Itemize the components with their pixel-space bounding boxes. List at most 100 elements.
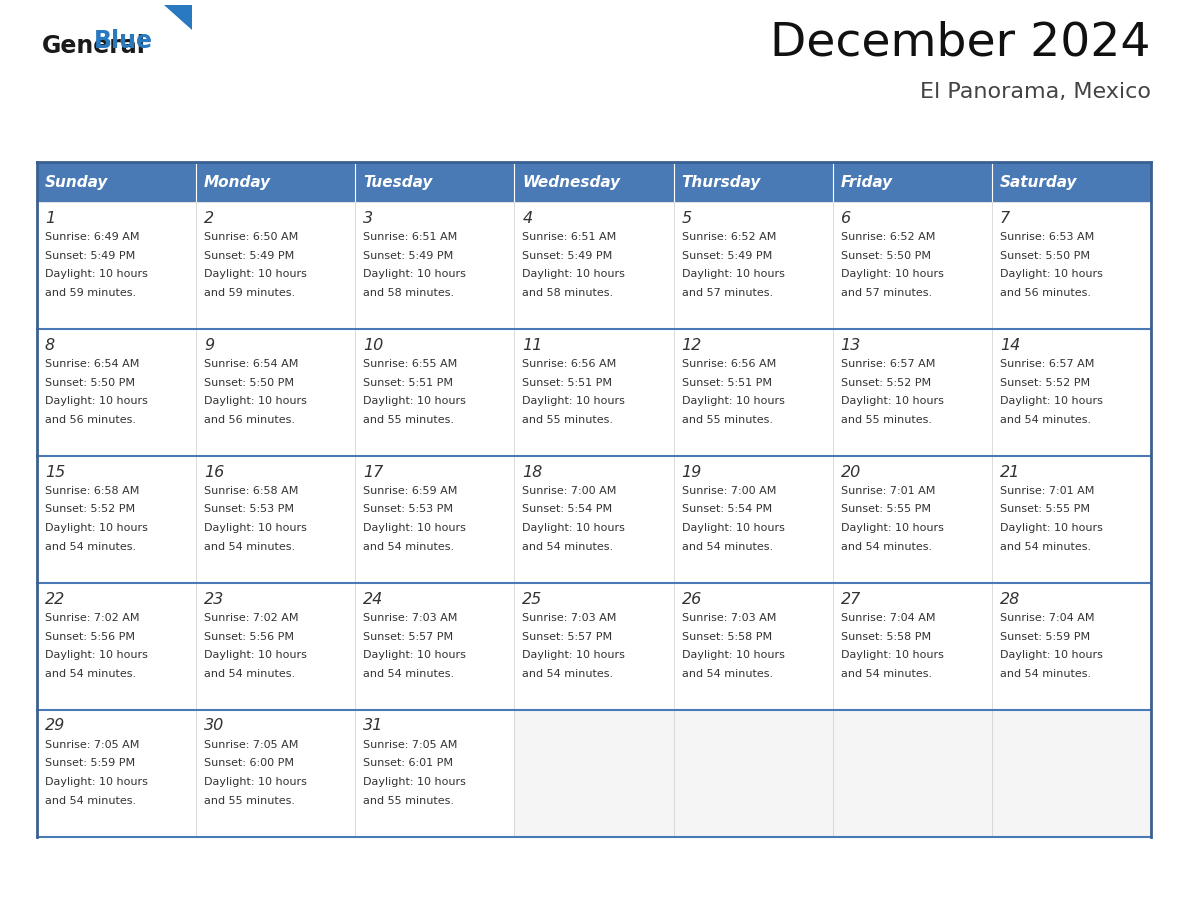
Text: Daylight: 10 hours: Daylight: 10 hours bbox=[523, 269, 625, 279]
Text: Daylight: 10 hours: Daylight: 10 hours bbox=[682, 523, 784, 533]
Text: and 54 minutes.: and 54 minutes. bbox=[1000, 668, 1091, 678]
Text: Sunset: 5:57 PM: Sunset: 5:57 PM bbox=[523, 632, 613, 642]
Text: and 58 minutes.: and 58 minutes. bbox=[364, 287, 454, 297]
Bar bbox=[196, 583, 355, 710]
Text: Sunrise: 6:56 AM: Sunrise: 6:56 AM bbox=[523, 359, 617, 369]
Text: Sunrise: 6:49 AM: Sunrise: 6:49 AM bbox=[45, 232, 139, 242]
Bar bbox=[37, 710, 196, 837]
Text: Daylight: 10 hours: Daylight: 10 hours bbox=[204, 523, 307, 533]
Text: Sunrise: 6:54 AM: Sunrise: 6:54 AM bbox=[45, 359, 139, 369]
Bar bbox=[37, 202, 196, 329]
Text: 16: 16 bbox=[204, 465, 225, 479]
Bar bbox=[514, 583, 674, 710]
Text: 13: 13 bbox=[841, 338, 861, 353]
Bar bbox=[355, 202, 514, 329]
Bar bbox=[514, 456, 674, 583]
Text: Sunset: 5:50 PM: Sunset: 5:50 PM bbox=[204, 377, 295, 387]
Bar bbox=[514, 329, 674, 456]
Text: and 56 minutes.: and 56 minutes. bbox=[204, 415, 295, 424]
Text: and 55 minutes.: and 55 minutes. bbox=[682, 415, 772, 424]
Text: Wednesday: Wednesday bbox=[523, 174, 620, 189]
Text: and 54 minutes.: and 54 minutes. bbox=[523, 542, 613, 552]
Text: 5: 5 bbox=[682, 210, 691, 226]
Bar bbox=[355, 583, 514, 710]
Text: Daylight: 10 hours: Daylight: 10 hours bbox=[841, 269, 943, 279]
Text: Sunset: 5:58 PM: Sunset: 5:58 PM bbox=[682, 632, 772, 642]
Text: and 56 minutes.: and 56 minutes. bbox=[45, 415, 135, 424]
Text: Daylight: 10 hours: Daylight: 10 hours bbox=[841, 650, 943, 660]
Bar bbox=[992, 162, 1151, 202]
Text: and 55 minutes.: and 55 minutes. bbox=[364, 796, 454, 805]
Text: and 55 minutes.: and 55 minutes. bbox=[841, 415, 931, 424]
Text: and 54 minutes.: and 54 minutes. bbox=[682, 542, 772, 552]
Text: Sunset: 5:54 PM: Sunset: 5:54 PM bbox=[682, 505, 772, 514]
Text: Sunrise: 6:59 AM: Sunrise: 6:59 AM bbox=[364, 486, 457, 496]
Bar bbox=[992, 456, 1151, 583]
Text: and 55 minutes.: and 55 minutes. bbox=[523, 415, 613, 424]
Text: and 54 minutes.: and 54 minutes. bbox=[45, 542, 137, 552]
Bar bbox=[196, 710, 355, 837]
Text: Daylight: 10 hours: Daylight: 10 hours bbox=[45, 650, 147, 660]
Text: Daylight: 10 hours: Daylight: 10 hours bbox=[841, 523, 943, 533]
Text: Sunset: 5:49 PM: Sunset: 5:49 PM bbox=[204, 251, 295, 261]
Text: Sunset: 6:01 PM: Sunset: 6:01 PM bbox=[364, 758, 454, 768]
Text: Sunrise: 6:57 AM: Sunrise: 6:57 AM bbox=[1000, 359, 1094, 369]
Text: Daylight: 10 hours: Daylight: 10 hours bbox=[682, 396, 784, 406]
Text: 1: 1 bbox=[45, 210, 55, 226]
Text: Sunrise: 7:02 AM: Sunrise: 7:02 AM bbox=[45, 613, 139, 623]
Text: Daylight: 10 hours: Daylight: 10 hours bbox=[523, 650, 625, 660]
Text: 25: 25 bbox=[523, 591, 543, 607]
Bar bbox=[674, 329, 833, 456]
Text: 11: 11 bbox=[523, 338, 543, 353]
Text: Sunrise: 6:57 AM: Sunrise: 6:57 AM bbox=[841, 359, 935, 369]
Bar bbox=[514, 162, 674, 202]
Text: Sunrise: 6:52 AM: Sunrise: 6:52 AM bbox=[682, 232, 776, 242]
Text: December 2024: December 2024 bbox=[771, 20, 1151, 65]
Text: and 59 minutes.: and 59 minutes. bbox=[204, 287, 296, 297]
Text: Sunrise: 7:02 AM: Sunrise: 7:02 AM bbox=[204, 613, 298, 623]
Text: Sunset: 5:59 PM: Sunset: 5:59 PM bbox=[45, 758, 135, 768]
Bar bbox=[833, 456, 992, 583]
Text: Tuesday: Tuesday bbox=[364, 174, 432, 189]
Bar bbox=[833, 162, 992, 202]
Text: 19: 19 bbox=[682, 465, 702, 479]
Text: and 58 minutes.: and 58 minutes. bbox=[523, 287, 613, 297]
Text: Daylight: 10 hours: Daylight: 10 hours bbox=[45, 396, 147, 406]
Text: Sunset: 5:49 PM: Sunset: 5:49 PM bbox=[45, 251, 135, 261]
Text: Sunset: 6:00 PM: Sunset: 6:00 PM bbox=[204, 758, 295, 768]
Text: 12: 12 bbox=[682, 338, 702, 353]
Text: Daylight: 10 hours: Daylight: 10 hours bbox=[204, 650, 307, 660]
Bar bbox=[514, 202, 674, 329]
Text: Sunset: 5:51 PM: Sunset: 5:51 PM bbox=[682, 377, 771, 387]
Bar bbox=[355, 456, 514, 583]
Text: Sunset: 5:54 PM: Sunset: 5:54 PM bbox=[523, 505, 613, 514]
Text: Daylight: 10 hours: Daylight: 10 hours bbox=[523, 523, 625, 533]
Text: Sunset: 5:51 PM: Sunset: 5:51 PM bbox=[523, 377, 612, 387]
Text: Daylight: 10 hours: Daylight: 10 hours bbox=[45, 777, 147, 787]
Text: Sunset: 5:55 PM: Sunset: 5:55 PM bbox=[841, 505, 930, 514]
Text: Sunrise: 7:00 AM: Sunrise: 7:00 AM bbox=[682, 486, 776, 496]
Text: El Panorama, Mexico: El Panorama, Mexico bbox=[920, 82, 1151, 102]
Text: Daylight: 10 hours: Daylight: 10 hours bbox=[523, 396, 625, 406]
Text: Daylight: 10 hours: Daylight: 10 hours bbox=[841, 396, 943, 406]
Text: 29: 29 bbox=[45, 719, 65, 733]
Text: Sunrise: 7:04 AM: Sunrise: 7:04 AM bbox=[841, 613, 935, 623]
Text: Sunrise: 6:50 AM: Sunrise: 6:50 AM bbox=[204, 232, 298, 242]
Text: Sunrise: 6:52 AM: Sunrise: 6:52 AM bbox=[841, 232, 935, 242]
Text: Sunset: 5:56 PM: Sunset: 5:56 PM bbox=[45, 632, 135, 642]
Bar bbox=[833, 202, 992, 329]
Text: and 54 minutes.: and 54 minutes. bbox=[204, 668, 296, 678]
Text: Daylight: 10 hours: Daylight: 10 hours bbox=[682, 650, 784, 660]
Text: Sunrise: 7:05 AM: Sunrise: 7:05 AM bbox=[204, 740, 298, 750]
Bar bbox=[37, 456, 196, 583]
Bar bbox=[37, 329, 196, 456]
Text: Daylight: 10 hours: Daylight: 10 hours bbox=[204, 777, 307, 787]
Text: 8: 8 bbox=[45, 338, 55, 353]
Text: Sunrise: 6:56 AM: Sunrise: 6:56 AM bbox=[682, 359, 776, 369]
Text: 21: 21 bbox=[1000, 465, 1020, 479]
Text: Sunset: 5:53 PM: Sunset: 5:53 PM bbox=[364, 505, 454, 514]
Text: and 55 minutes.: and 55 minutes. bbox=[364, 415, 454, 424]
Text: and 57 minutes.: and 57 minutes. bbox=[841, 287, 931, 297]
Text: Sunset: 5:59 PM: Sunset: 5:59 PM bbox=[1000, 632, 1089, 642]
Text: Sunset: 5:49 PM: Sunset: 5:49 PM bbox=[364, 251, 454, 261]
